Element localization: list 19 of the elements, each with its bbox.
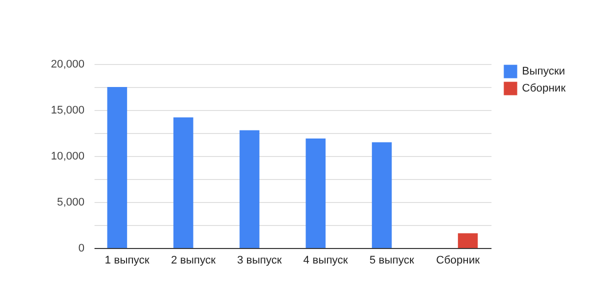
x-tick-label: 1 выпуск	[104, 254, 150, 266]
bar	[306, 138, 326, 248]
y-tick-label: 0	[78, 242, 84, 254]
x-tick-label: 2 выпуск	[170, 254, 216, 266]
bar	[458, 233, 478, 248]
legend-label: Выпуски	[522, 66, 566, 78]
bar	[372, 142, 392, 248]
y-tick-label: 20,000	[50, 58, 84, 70]
y-tick-label: 15,000	[50, 104, 84, 116]
y-tick-label: 10,000	[50, 150, 84, 162]
bar	[173, 117, 194, 248]
bar	[107, 87, 128, 248]
bar	[240, 130, 260, 248]
x-tick-label: 3 выпуск	[237, 254, 282, 266]
legend-label: Сборник	[522, 82, 566, 94]
x-tick-label: 5 выпуск	[369, 254, 414, 266]
y-tick-label: 5,000	[56, 196, 84, 208]
x-tick-label: Сборник	[436, 254, 480, 266]
x-tick-label: 4 выпуск	[303, 254, 348, 266]
